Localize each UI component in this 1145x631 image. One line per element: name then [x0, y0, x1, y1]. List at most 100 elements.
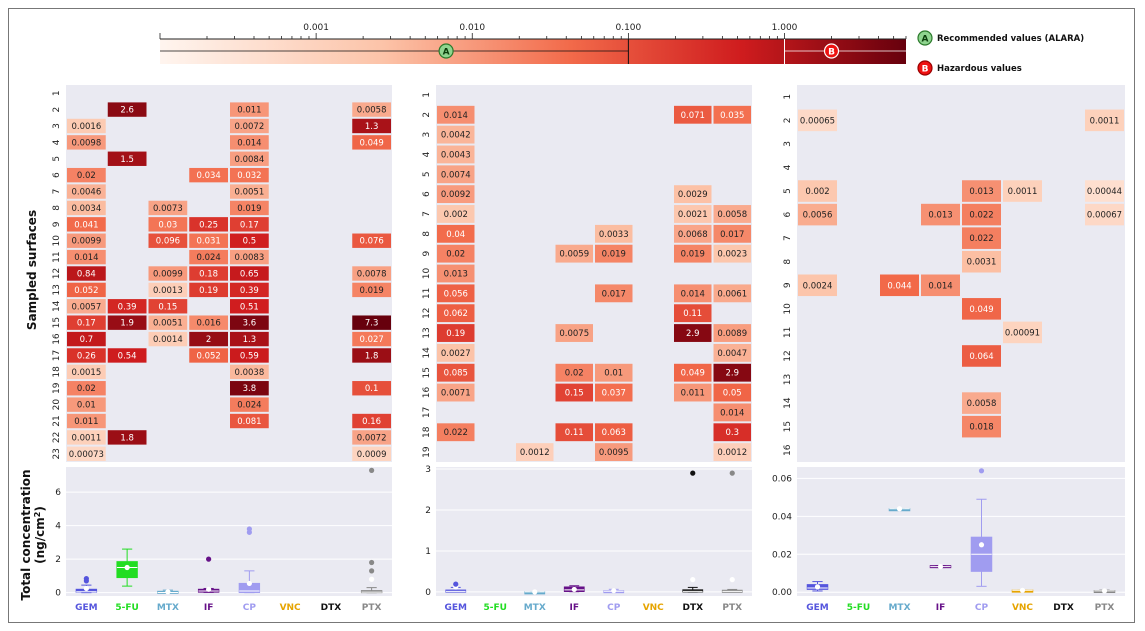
- heatmap-cell: [437, 324, 475, 342]
- drug-label: GEM: [806, 603, 829, 613]
- row-label: 12: [422, 307, 432, 318]
- row-label: 21: [52, 415, 62, 426]
- heatmap-cell: [962, 415, 1001, 438]
- heatmap-background: [436, 85, 752, 462]
- heatmap-cell: [67, 249, 106, 265]
- cell-value: 0.05: [723, 389, 742, 399]
- cell-value: 0.54: [118, 351, 137, 361]
- boxplot-y-axis-label-line2: (ng/cm2): [33, 506, 47, 564]
- cell-value: 0.17: [240, 220, 259, 230]
- heatmap-cell: [230, 249, 269, 265]
- heatmap-cell: [674, 324, 712, 342]
- cell-value: 0.11: [565, 428, 584, 438]
- heatmap-cell: [713, 443, 751, 461]
- heatmap-background: [797, 85, 1125, 462]
- row-label: 8: [52, 205, 62, 211]
- cell-value: 0.044: [887, 281, 911, 291]
- cell-value: 0.19: [446, 329, 465, 339]
- heatmap-cell: [674, 383, 712, 402]
- heatmap-cell: [352, 413, 391, 429]
- cell-value: 0.01: [77, 401, 96, 411]
- heatmap-cell: [107, 299, 147, 314]
- heatmap-cell: [674, 185, 712, 204]
- box-mean: [611, 588, 617, 594]
- row-label: 7: [422, 211, 432, 217]
- legend-marker-a-letter: A: [922, 35, 929, 45]
- cell-value: 0.063: [602, 428, 626, 438]
- boxplot-tick-label: 0: [425, 588, 431, 598]
- heatmap-cell: [230, 348, 269, 363]
- box-mean: [83, 585, 89, 592]
- heatmap-cell: [437, 383, 475, 402]
- cell-value: 0.02: [565, 369, 584, 379]
- cell-value: 0.0013: [153, 286, 183, 296]
- heatmap-cell: [352, 282, 391, 298]
- cell-value: 0.002: [444, 210, 468, 220]
- boxplot-tick-label: 2: [55, 555, 61, 565]
- drug-label: 5-FU: [847, 603, 870, 613]
- cell-value: 0.0072: [235, 122, 265, 132]
- drug-label: MTX: [157, 603, 179, 613]
- row-label: 15: [422, 367, 432, 378]
- cell-value: 0.19: [199, 286, 218, 296]
- heatmap-cell: [437, 145, 475, 164]
- heatmap-cell: [352, 102, 391, 117]
- heatmap-cell: [67, 364, 106, 380]
- row-label: 13: [52, 284, 62, 295]
- box-mean: [1019, 587, 1026, 593]
- color-scale-marker: [823, 43, 840, 59]
- heatmap-cell: [437, 304, 475, 323]
- heatmap-cell: [962, 227, 1001, 249]
- cell-value: 0.0051: [153, 319, 183, 329]
- cell-value: 0.0099: [153, 270, 183, 280]
- legend-label-hazardous: Hazardous values: [937, 64, 1022, 74]
- cell-value: 0.014: [681, 289, 705, 299]
- boxplot-panel-1: 0 2 4 6 GEM 5-FU MTX IF CP VNC DTX PTX: [55, 467, 392, 613]
- row-label: 1: [422, 92, 432, 98]
- cell-value: 0.024: [237, 401, 261, 411]
- cell-value: 0.016: [196, 319, 220, 329]
- row-label: 7: [783, 235, 793, 241]
- row-label: 16: [783, 444, 793, 456]
- row-label: 10: [422, 268, 432, 280]
- cell-value: 0.014: [74, 253, 98, 263]
- row-label: 2: [422, 112, 432, 118]
- heatmap-cell: [555, 244, 593, 263]
- heatmap-cell: [674, 205, 712, 223]
- cell-value: 0.0046: [72, 188, 102, 198]
- heatmap-cell: [352, 446, 391, 461]
- heatmap-cell: [67, 282, 106, 298]
- heatmap-cell: [798, 180, 837, 202]
- cell-value: 0.0023: [717, 250, 747, 260]
- heatmap-cell: [674, 304, 712, 323]
- heatmap-cell: [67, 233, 106, 248]
- heatmap-cell: [189, 282, 228, 298]
- row-label: 11: [52, 251, 62, 262]
- drug-label: GEM: [75, 603, 98, 613]
- heatmap-cell: [437, 224, 475, 243]
- row-label: 13: [783, 374, 793, 385]
- cell-value: 0.00044: [1087, 187, 1122, 197]
- boxplot-tick-label: 0: [55, 589, 61, 599]
- drug-label: MTX: [524, 603, 546, 613]
- cell-value: 7.3: [365, 319, 379, 329]
- row-label: 17: [52, 350, 62, 361]
- cell-value: 0.3: [725, 428, 739, 438]
- color-scale-bar: 0.001 0.010 0.100 1.000 A B: [159, 23, 907, 64]
- cell-value: 0.019: [237, 204, 261, 214]
- box-mean: [571, 586, 577, 593]
- row-label: 1: [52, 90, 62, 96]
- box-mean: [896, 506, 903, 512]
- figure-frame: [8, 8, 1135, 623]
- row-label: 9: [52, 221, 62, 227]
- row-label: 6: [422, 191, 432, 197]
- heatmap-cell: [713, 383, 751, 402]
- heatmap-cell: [674, 284, 712, 303]
- cell-value: 0.049: [681, 369, 705, 379]
- color-scale-tick-label: 0.010: [459, 23, 485, 33]
- boxplot-tick-label: 4: [55, 522, 61, 532]
- cell-value: 0.0084: [235, 155, 265, 165]
- heatmap-cell: [189, 249, 228, 265]
- cell-value: 0.062: [444, 309, 468, 319]
- cell-value: 0.0024: [803, 281, 833, 291]
